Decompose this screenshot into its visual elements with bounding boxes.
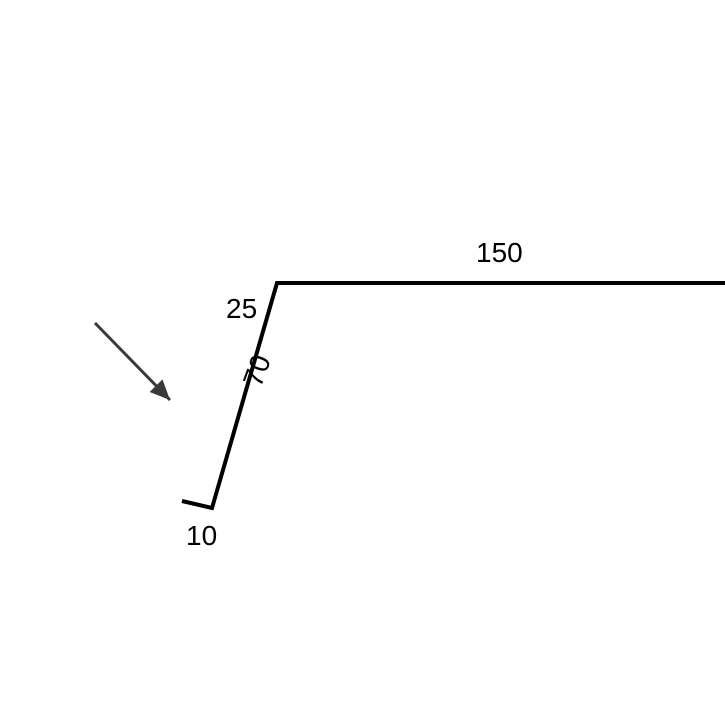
- profile-diagram: [0, 0, 725, 725]
- profile-outline: [182, 283, 725, 508]
- dim-label-150: 150: [476, 237, 523, 269]
- pointer-arrow: [95, 323, 170, 400]
- dim-label-25: 25: [226, 293, 257, 325]
- dim-label-10: 10: [186, 520, 217, 552]
